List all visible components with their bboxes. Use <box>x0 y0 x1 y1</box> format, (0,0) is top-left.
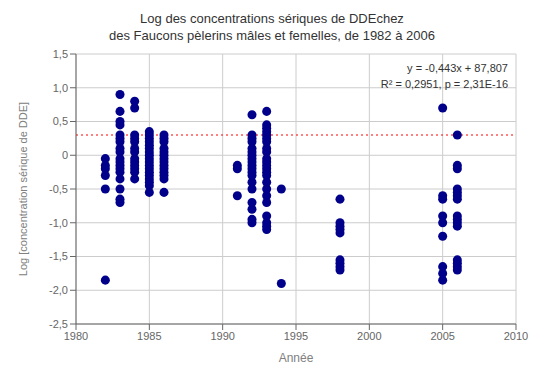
svg-text:2000: 2000 <box>357 330 381 342</box>
svg-text:-2,5: -2,5 <box>49 318 68 330</box>
html-text:R² = 0,2951, p = 2,31E-16: R² = 0,2951, p = 2,31E-16 <box>380 78 508 90</box>
svg-text:0: 0 <box>62 149 68 161</box>
svg-text:-1,0: -1,0 <box>49 217 68 229</box>
html-text:des Faucons pèlerins mâles et: des Faucons pèlerins mâles et femelles, … <box>109 28 435 43</box>
svg-text:-1,5: -1,5 <box>49 250 68 262</box>
svg-text:1,5: 1,5 <box>53 48 68 60</box>
svg-text:1990: 1990 <box>210 330 234 342</box>
svg-text:2005: 2005 <box>430 330 454 342</box>
svg-text:1980: 1980 <box>64 330 88 342</box>
svg-text:2010: 2010 <box>504 330 528 342</box>
svg-text:Année: Année <box>279 351 314 365</box>
svg-text:0,5: 0,5 <box>53 115 68 127</box>
svg-text:1,0: 1,0 <box>53 82 68 94</box>
html-text:Log des concentrations sérique: Log des concentrations sériques de DDEch… <box>140 11 404 26</box>
svg-text:-0,5: -0,5 <box>49 183 68 195</box>
svg-text:-2,0: -2,0 <box>49 284 68 296</box>
svg-text:1995: 1995 <box>284 330 308 342</box>
svg-text:1985: 1985 <box>137 330 161 342</box>
html-text:y = -0,443x + 87,807: y = -0,443x + 87,807 <box>407 62 508 74</box>
svg-text:Log [concentration sérique de: Log [concentration sérique de DDE] <box>17 102 29 276</box>
